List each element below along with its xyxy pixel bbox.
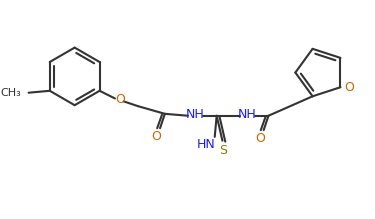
Text: S: S [219, 144, 227, 157]
Text: O: O [255, 132, 265, 145]
Text: NH: NH [238, 108, 257, 121]
Text: NH: NH [186, 108, 205, 121]
Text: HN: HN [197, 138, 216, 151]
Text: O: O [115, 93, 125, 106]
Text: CH₃: CH₃ [0, 88, 21, 98]
Text: O: O [151, 130, 161, 143]
Text: O: O [344, 81, 354, 94]
